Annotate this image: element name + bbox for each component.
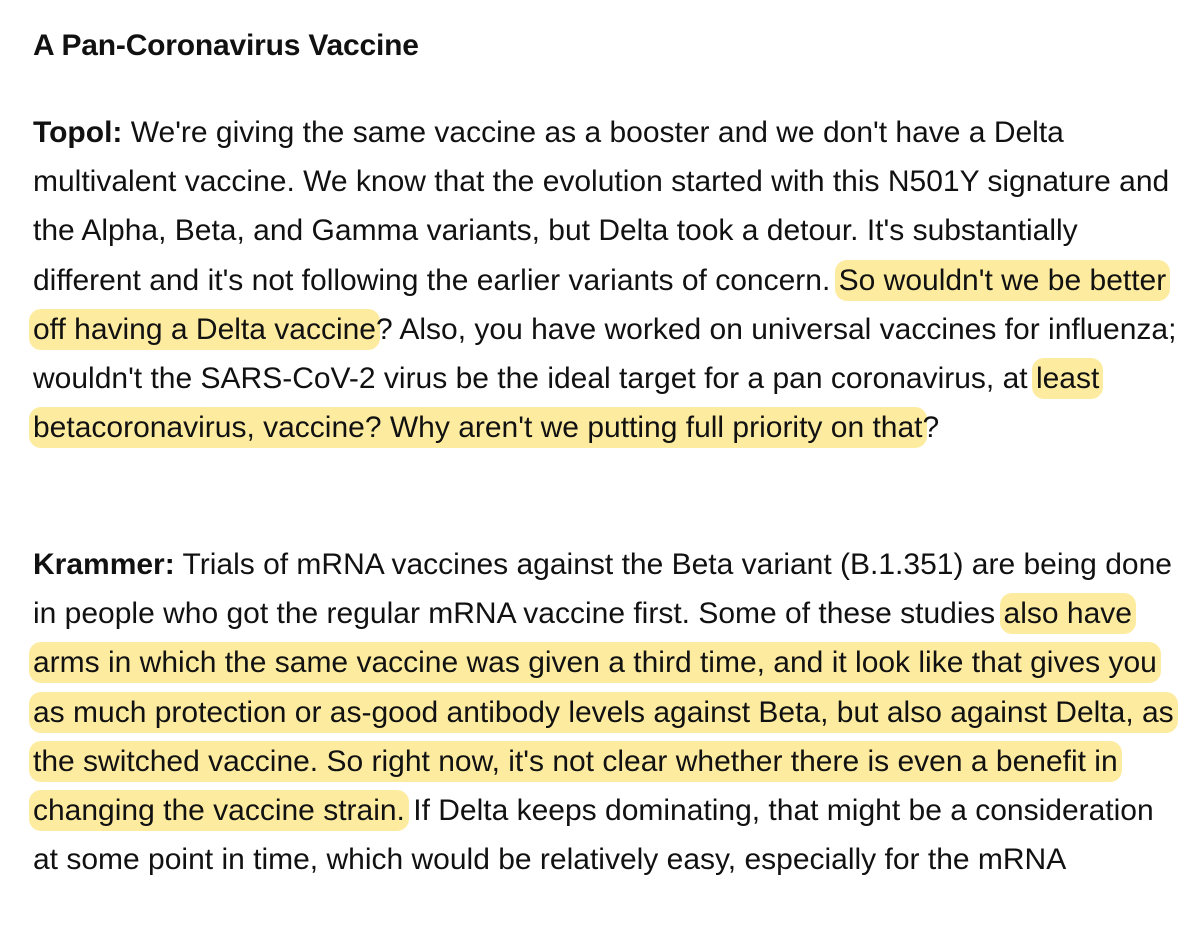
speaker-label-topol: Topol: [33, 116, 123, 149]
topol-text-1: We're giving the same vaccine as a boost… [33, 116, 1170, 297]
topol-text-2: ? Also, you have worked on universal vac… [33, 312, 1177, 396]
topol-paragraph: Topol: We're giving the same vaccine as … [29, 108, 1183, 452]
topol-text-3: ? [922, 411, 940, 445]
speaker-label-krammer: Krammer: [33, 548, 175, 581]
krammer-text-1: Trials of mRNA vaccines against the Beta… [33, 548, 1172, 631]
section-heading: A Pan-Coronavirus Vaccine [33, 29, 419, 62]
krammer-paragraph: Krammer: Trials of mRNA vaccines against… [29, 540, 1183, 884]
krammer-text-2: If Delta keeps dominating, that might be… [33, 794, 1154, 877]
